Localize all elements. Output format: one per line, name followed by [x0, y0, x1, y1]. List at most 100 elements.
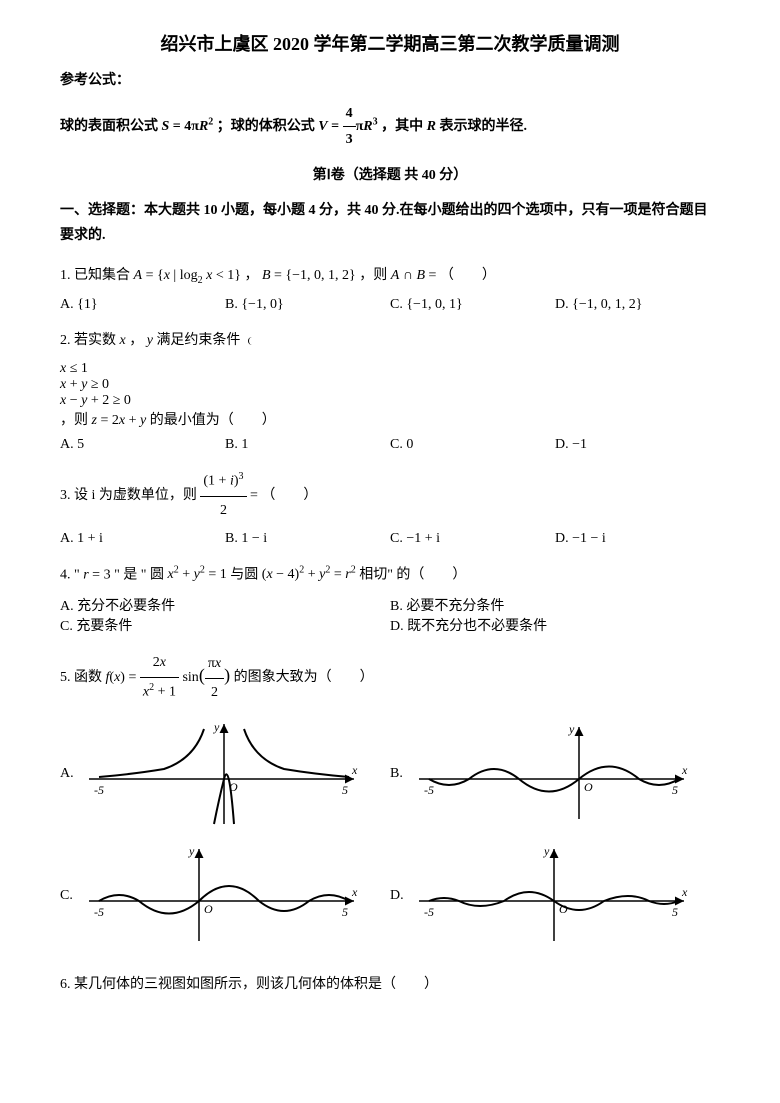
svg-text:y: y	[213, 720, 220, 734]
q3-text2: = （ ）	[250, 488, 317, 503]
q2-text2: ，	[129, 333, 143, 348]
q1-text4: （ ）	[440, 268, 496, 283]
q4-opt-c: C. 充要条件	[60, 615, 390, 635]
svg-text:O: O	[584, 780, 593, 794]
q1-num: 1.	[60, 268, 74, 283]
q2-opt-a: A. 5	[60, 437, 225, 453]
question-1: 1. 已知集合 A = {x | log2 x < 1} ， B = {−1, …	[60, 262, 720, 291]
svg-text:-5: -5	[94, 783, 104, 797]
q3-options: A. 1 + i B. 1 − i C. −1 + i D. −1 − i	[60, 531, 720, 547]
svg-text:5: 5	[342, 905, 348, 919]
q5-num: 5.	[60, 670, 74, 685]
formula-prefix-3: ，其中	[381, 119, 427, 134]
q1-set-a: A = {x | log2 x < 1}	[134, 268, 241, 283]
page-title: 绍兴市上虞区 2020 学年第二学期高三第二次教学质量调测	[60, 30, 720, 56]
question-4: 4. " r = 3 " 是 " 圆 x2 + y2 = 1 与圆 (x − 4…	[60, 561, 720, 590]
q1-options: A. {1} B. {−1, 0} C. {−1, 0, 1} D. {−1, …	[60, 297, 720, 313]
q6-text: 某几何体的三视图如图所示，则该几何体的体积是（ ）	[74, 977, 438, 992]
q2-text5: 的最小值为（ ）	[150, 413, 276, 428]
q1-opt-d: D. {−1, 0, 1, 2}	[555, 297, 720, 313]
q2-text4: ，则	[60, 413, 92, 428]
formula-prefix-4: 表示球的半径.	[439, 119, 527, 134]
question-6: 6. 某几何体的三视图如图所示，则该几何体的体积是（ ）	[60, 971, 720, 999]
q3-text1: 设 i 为虚数单位，则	[74, 488, 200, 503]
question-2: 2. 若实数 x ， y 满足约束条件	[60, 327, 720, 355]
svg-text:-5: -5	[424, 783, 434, 797]
section-instructions: 一、选择题：本大题共 10 小题，每小题 4 分，共 40 分.在每小题给出的四…	[60, 198, 720, 248]
svg-text:x: x	[351, 885, 358, 899]
q6-num: 6.	[60, 977, 74, 992]
q1-text1: 已知集合	[74, 268, 134, 283]
surface-area-formula: S = 4πR2	[162, 119, 214, 134]
svg-text:y: y	[543, 844, 550, 858]
svg-text:5: 5	[672, 783, 678, 797]
q4-opt-b: B. 必要不充分条件	[390, 595, 720, 615]
section-1-title: 第Ⅰ卷（选择题 共 40 分）	[60, 163, 720, 188]
volume-formula: V = 43πR3	[318, 119, 377, 134]
q5-graphs: A. -5 5 O y x B. -5 5 O y x C.	[60, 713, 720, 957]
q3-fraction: (1 + i)3 2	[200, 467, 246, 525]
reference-formula: 球的表面积公式 S = 4πR2 ；球的体积公式 V = 43πR3 ，其中 R…	[60, 101, 720, 152]
q2-text3: 满足约束条件	[156, 333, 244, 348]
svg-text:y: y	[568, 722, 575, 736]
q1-text3: ，则	[359, 268, 391, 283]
q3-opt-c: C. −1 + i	[390, 531, 555, 547]
q4-circle1: x2 + y2 = 1	[168, 567, 227, 582]
formula-prefix-2: ；球的体积公式	[217, 119, 319, 134]
svg-text:y: y	[188, 844, 195, 858]
q2-num: 2.	[60, 333, 74, 348]
q1-opt-b: B. {−1, 0}	[225, 297, 390, 313]
q5-graph-b: B. -5 5 O y x	[390, 719, 720, 829]
graph-b-svg: -5 5 O y x	[414, 719, 694, 829]
q2-text1: 若实数	[74, 333, 120, 348]
q3-opt-a: A. 1 + i	[60, 531, 225, 547]
q5-label-a: A.	[60, 766, 84, 782]
q2-var-x: x	[120, 333, 126, 348]
graph-d-svg: -5 5 O y x	[414, 841, 694, 951]
question-3: 3. 设 i 为虚数单位，则 (1 + i)3 2 = （ ）	[60, 467, 720, 525]
q4-options: A. 充分不必要条件 B. 必要不充分条件 C. 充要条件 D. 既不充分也不必…	[60, 595, 720, 635]
svg-text:-5: -5	[94, 905, 104, 919]
svg-text:x: x	[681, 885, 688, 899]
q2-opt-b: B. 1	[225, 437, 390, 453]
q4-text4: 相切" 的（ ）	[359, 567, 466, 582]
svg-text:5: 5	[342, 783, 348, 797]
q4-circle2: (x − 4)2 + y2 = r2	[262, 567, 356, 582]
q4-text1: "	[74, 567, 83, 582]
q2-var-y: y	[147, 333, 153, 348]
formula-prefix-1: 球的表面积公式	[60, 119, 162, 134]
ref-formula-label: 参考公式：	[60, 68, 720, 93]
q5-label-b: B.	[390, 766, 414, 782]
q5-graph-d: D. -5 5 O y x	[390, 841, 720, 951]
q1-set-b: B = {−1, 0, 1, 2}	[262, 268, 356, 283]
q2-c2: x + y ≥ 0	[60, 377, 720, 393]
q5-label-d: D.	[390, 888, 414, 904]
question-5: 5. 函数 f(x) = 2xx2 + 1 sin(πx2) 的图象大致为（ ）	[60, 649, 720, 707]
q2-objective: z = 2x + y	[92, 413, 147, 428]
graph-a-svg: -5 5 O y x	[84, 719, 364, 829]
radius-var: R	[427, 119, 436, 134]
q4-text2: " 是 " 圆	[114, 567, 167, 582]
q5-text1: 函数	[74, 670, 106, 685]
q5-graph-a: A. -5 5 O y x	[60, 719, 390, 829]
q4-opt-d: D. 既不充分也不必要条件	[390, 615, 720, 635]
q1-text2: ，	[244, 268, 258, 283]
q2-constraint-brace	[248, 337, 261, 345]
q2-c1: x ≤ 1	[60, 361, 720, 377]
svg-text:-5: -5	[424, 905, 434, 919]
q1-opt-a: A. {1}	[60, 297, 225, 313]
q5-function: f(x) = 2xx2 + 1 sin(πx2)	[106, 670, 234, 685]
q3-num: 3.	[60, 488, 74, 503]
q3-opt-b: B. 1 − i	[225, 531, 390, 547]
q2-opt-c: C. 0	[390, 437, 555, 453]
q5-graph-c: C. -5 5 O y x	[60, 841, 390, 951]
q4-opt-a: A. 充分不必要条件	[60, 595, 390, 615]
q3-opt-d: D. −1 − i	[555, 531, 720, 547]
q5-label-c: C.	[60, 888, 84, 904]
q1-intersect: A ∩ B =	[391, 268, 440, 283]
svg-text:5: 5	[672, 905, 678, 919]
svg-text:O: O	[204, 902, 213, 916]
svg-text:x: x	[681, 763, 688, 777]
q2-c3: x − y + 2 ≥ 0	[60, 393, 720, 409]
q2-options: A. 5 B. 1 C. 0 D. −1	[60, 437, 720, 453]
